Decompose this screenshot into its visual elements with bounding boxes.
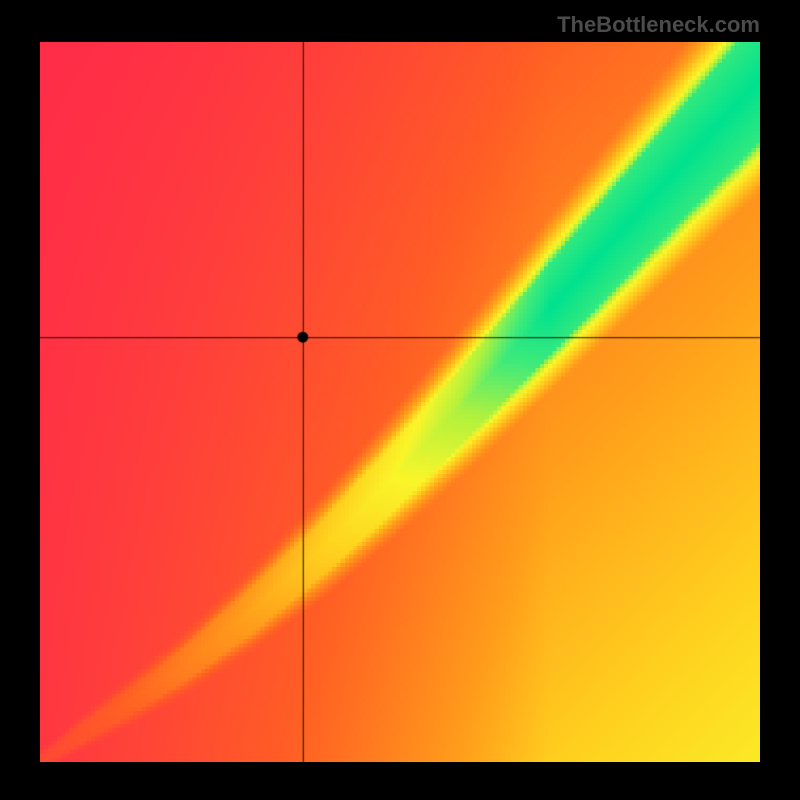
crosshair-overlay [0, 0, 800, 800]
chart-container: TheBottleneck.com [0, 0, 800, 800]
